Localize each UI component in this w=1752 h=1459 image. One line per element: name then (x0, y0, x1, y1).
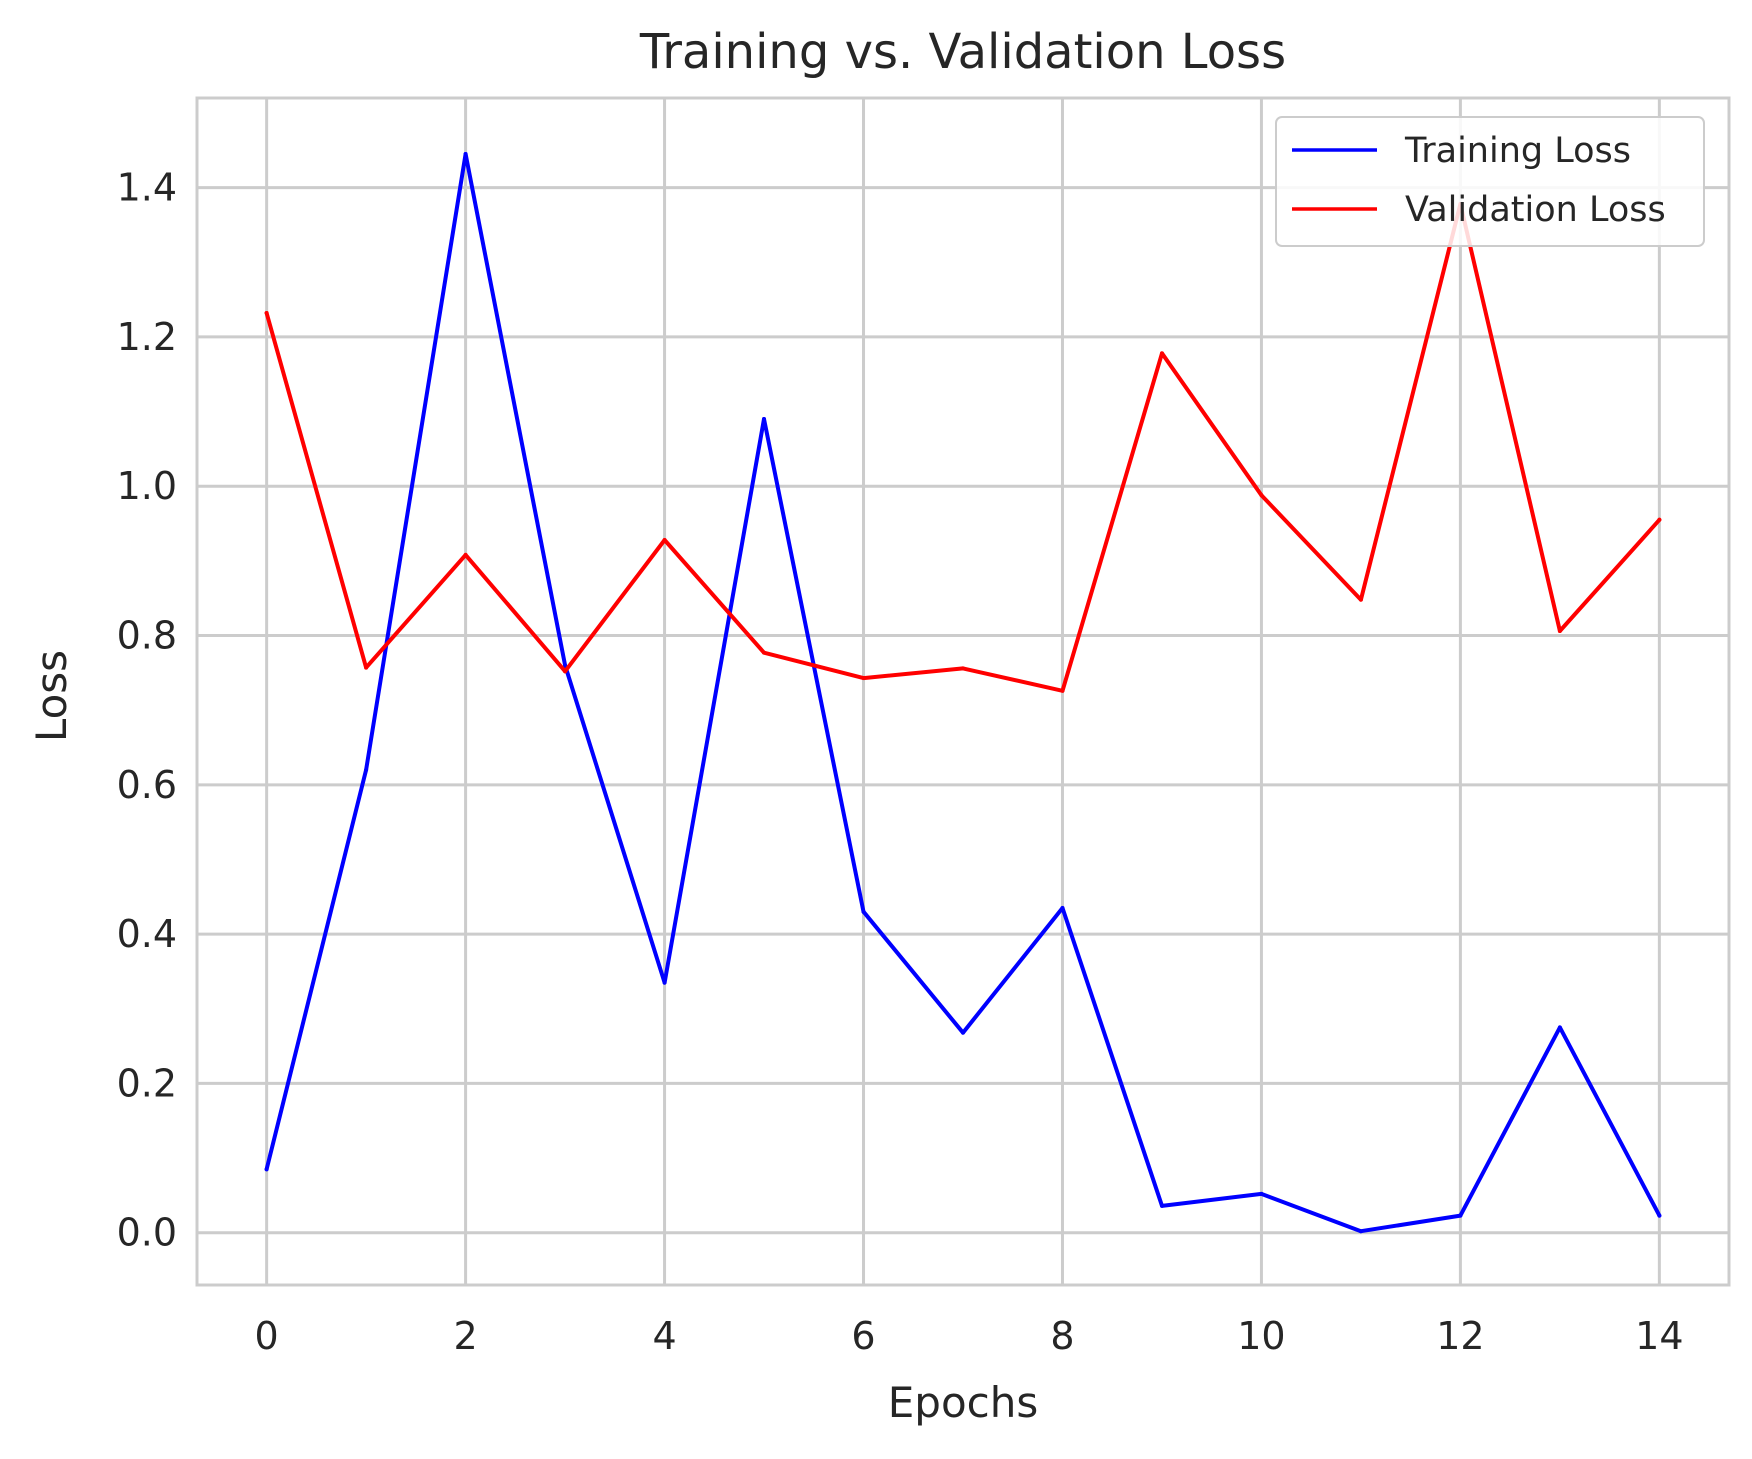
data-point (762, 650, 767, 655)
data-point (1557, 629, 1562, 634)
y-tick-labels: 0.0 0.2 0.4 0.6 0.8 1.0 1.2 1.4 (117, 166, 177, 1255)
x-axis-title: Epochs (888, 1378, 1039, 1427)
data-point (1358, 1229, 1363, 1234)
x-tick-label: 14 (1635, 1314, 1683, 1358)
data-point (1557, 1025, 1562, 1030)
data-point (861, 909, 866, 914)
y-tick-label: 0.4 (117, 912, 177, 956)
legend-box (1275, 116, 1705, 247)
data-point (1657, 517, 1662, 522)
x-tick-label: 10 (1237, 1314, 1285, 1358)
data-point (1159, 1203, 1164, 1208)
y-tick-label: 0.2 (117, 1061, 177, 1105)
x-tick-label: 0 (255, 1314, 279, 1358)
y-tick-label: 0.0 (117, 1211, 177, 1255)
grid-lines (197, 98, 1729, 1285)
x-tick-label: 2 (454, 1314, 478, 1358)
legend-label-training-loss: Training Loss (1404, 131, 1631, 171)
data-point (1358, 597, 1363, 602)
data-point (563, 669, 568, 674)
data-point (463, 151, 468, 156)
x-tick-label: 6 (851, 1314, 875, 1358)
x-tick-label: 4 (652, 1314, 676, 1358)
data-point (762, 417, 767, 422)
data-point (264, 1167, 269, 1172)
data-point (1259, 493, 1264, 498)
data-point (1060, 905, 1065, 910)
data-point (1458, 1213, 1463, 1218)
y-axis-title: Loss (27, 650, 76, 742)
plot-frame (195, 96, 1731, 1287)
legend: Training Loss Validation Loss (1275, 116, 1705, 247)
y-tick-label: 1.0 (117, 464, 177, 508)
series-layer (264, 151, 1662, 1234)
data-point (563, 663, 568, 668)
legend-label-validation-loss: Validation Loss (1405, 190, 1666, 230)
y-tick-label: 1.2 (117, 315, 177, 359)
x-tick-label: 12 (1436, 1314, 1484, 1358)
data-point (1060, 688, 1065, 693)
chart-title: Training vs. Validation Loss (639, 24, 1286, 80)
data-point (662, 537, 667, 542)
data-point (364, 665, 369, 670)
data-point (1159, 351, 1164, 356)
y-tick-label: 0.6 (117, 763, 177, 807)
data-point (961, 666, 965, 671)
y-tick-label: 1.4 (117, 166, 177, 210)
data-point (1657, 1213, 1662, 1218)
data-point (861, 676, 866, 681)
data-point (463, 552, 468, 557)
data-point (662, 980, 667, 985)
data-point (1259, 1191, 1264, 1196)
x-tick-labels: 0 2 4 6 8 10 12 14 (255, 1314, 1684, 1358)
data-point (264, 311, 269, 316)
y-tick-label: 0.8 (117, 614, 177, 658)
x-tick-label: 8 (1050, 1314, 1074, 1358)
data-point (961, 1030, 965, 1035)
data-point (364, 767, 369, 772)
